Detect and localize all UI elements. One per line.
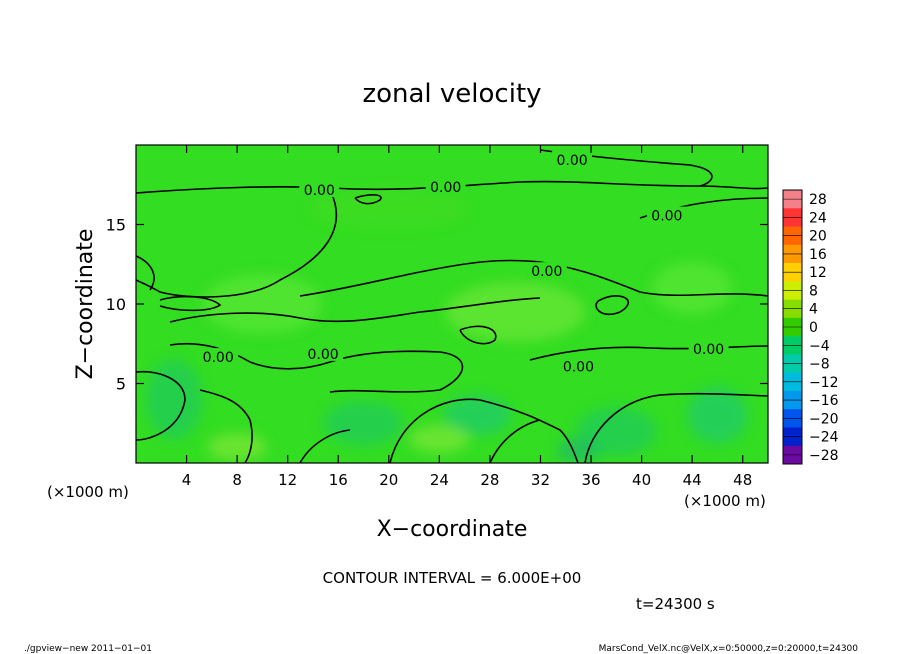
x-unit-left: (×1000 m) <box>47 483 129 501</box>
x-tick-label: 40 <box>632 471 651 489</box>
colorbar-label: 8 <box>809 283 818 299</box>
colorbar-label: 0 <box>809 320 818 336</box>
contour-label: 0.00 <box>563 360 594 376</box>
field-shade <box>409 425 470 454</box>
colorbar-label: 4 <box>809 302 818 318</box>
colorbar-label: −12 <box>809 375 839 391</box>
x-tick-label: 48 <box>733 471 752 489</box>
colorbar-label: −16 <box>809 393 839 409</box>
contour-line <box>299 259 768 297</box>
contour-label: 0.00 <box>651 209 682 225</box>
contour-line <box>584 392 768 463</box>
contour-label: 0.00 <box>307 347 338 363</box>
contour-label-bg <box>646 206 687 223</box>
field-shade <box>576 407 657 456</box>
colorbar-label: −4 <box>809 338 830 354</box>
y-tick-label: 15 <box>106 216 126 235</box>
x-tick-label: 4 <box>182 471 192 489</box>
footer-right: MarsCond_VelX.nc@VelX,x=0:50000,z=0:2000… <box>599 644 859 654</box>
contour-label: 0.00 <box>531 264 562 280</box>
contour-line <box>595 295 629 316</box>
contour-line <box>159 295 222 312</box>
contour-label-bg <box>558 357 599 374</box>
contour-label-bg <box>303 344 344 361</box>
x-unit-right: (×1000 m) <box>684 492 766 510</box>
x-tick-label: 28 <box>480 471 499 489</box>
x-tick-label: 44 <box>683 471 702 489</box>
contour-line <box>136 255 155 291</box>
colorbar-label: 12 <box>809 265 827 281</box>
contour-line <box>354 194 382 205</box>
heatmap-field <box>136 145 768 463</box>
contour-line <box>136 189 338 298</box>
contour-interval-text: CONTOUR INTERVAL = 6.000E+00 <box>323 569 582 587</box>
colorbar-label: −24 <box>809 430 839 446</box>
x-tick-label: 20 <box>379 471 398 489</box>
contour-line <box>169 342 464 393</box>
contour-label: 0.00 <box>304 183 335 199</box>
contour-label: 0.00 <box>203 350 234 366</box>
contour-line <box>199 389 253 463</box>
contour-line <box>459 325 497 345</box>
contour-line <box>529 345 768 361</box>
field-shade <box>202 274 323 334</box>
contour-label: 0.00 <box>693 342 724 358</box>
colorbar-label: 20 <box>809 229 827 245</box>
y-tick-label: 5 <box>116 375 126 394</box>
field-shade <box>443 395 512 436</box>
contour-line <box>489 419 541 463</box>
colorbar-label: 24 <box>809 210 827 226</box>
x-tick-label: 32 <box>531 471 550 489</box>
field-shade <box>687 387 748 444</box>
field-shade <box>445 281 586 342</box>
field-shade <box>145 359 202 440</box>
footer-left: ./gpview−new 2011−01−01 <box>24 644 152 654</box>
colorbar-label: −8 <box>809 357 830 373</box>
x-tick-label: 12 <box>278 471 297 489</box>
x-axis-label: X−coordinate <box>377 517 528 542</box>
x-tick-label: 16 <box>329 471 348 489</box>
colorbar-label: 28 <box>809 192 827 208</box>
x-tick-label: 8 <box>232 471 242 489</box>
chart-title: zonal velocity <box>362 79 541 109</box>
contour-label-bg <box>688 340 729 357</box>
colorbar-label: −20 <box>809 411 839 427</box>
contour-label-bg <box>299 181 340 198</box>
contour-label: 0.00 <box>430 180 461 196</box>
y-axis-label: Z−coordinate <box>73 229 98 380</box>
contour-label-bg <box>526 262 567 279</box>
colorbar-label: −28 <box>809 448 839 464</box>
contour-line <box>299 429 351 463</box>
time-label: t=24300 s <box>636 595 715 613</box>
contour-line <box>389 398 579 463</box>
contour-line <box>169 297 541 323</box>
field-shade <box>308 188 469 229</box>
contour-line <box>136 370 186 441</box>
x-tick-label: 24 <box>430 471 449 489</box>
contour-label-bg <box>198 348 239 365</box>
contour-label: 0.00 <box>556 153 587 169</box>
contour-label-bg <box>552 150 593 167</box>
field-shade <box>323 401 404 446</box>
colorbar-label: 16 <box>809 247 827 263</box>
field-shade <box>652 262 733 315</box>
field-shade <box>556 438 601 463</box>
contour-label-bg <box>425 177 466 194</box>
x-tick-label: 36 <box>581 471 600 489</box>
y-tick-label: 10 <box>106 295 126 314</box>
